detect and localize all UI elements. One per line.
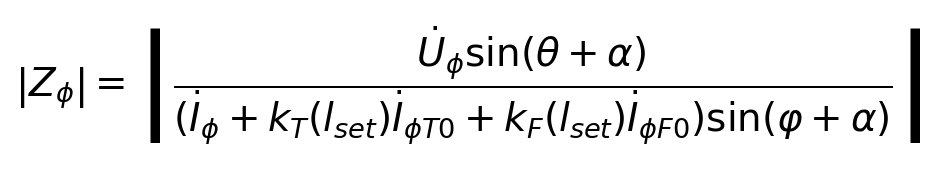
Text: $\left|Z_{\phi}\right| = \left|\dfrac{\dot{U}_{\phi}\sin(\theta+\alpha)}{(\dot{I: $\left|Z_{\phi}\right| = \left|\dfrac{\d…: [15, 25, 921, 147]
